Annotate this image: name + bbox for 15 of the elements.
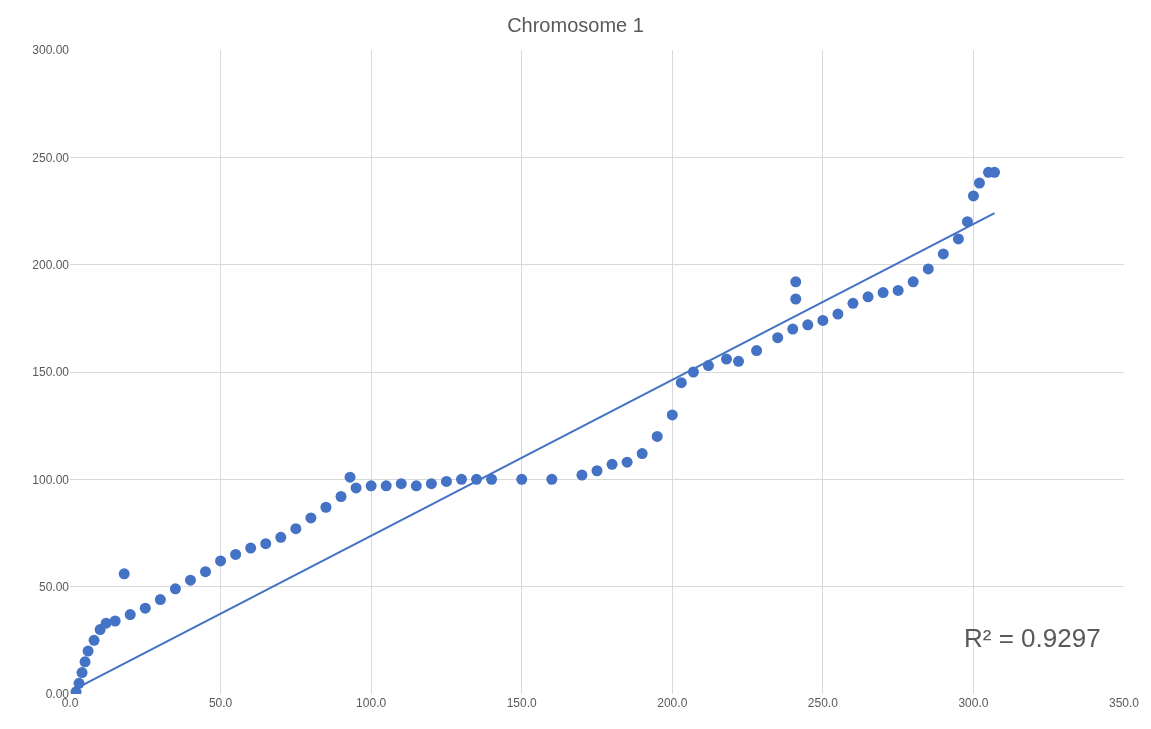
x-tick-label: 50.0 [208, 696, 233, 710]
y-tick-label: 100.00 [32, 472, 70, 487]
x-tick-label: 350.0 [1108, 696, 1140, 710]
annotation: R² = 0.9297 [964, 623, 1101, 653]
x-tick-label: 200.0 [657, 696, 688, 710]
y-tick-label: 50.00 [38, 579, 70, 594]
y-tick-label: 150.00 [32, 365, 70, 380]
x-tick-label: 150.0 [506, 696, 538, 710]
x-tick-label: 250.0 [807, 696, 839, 710]
x-tick-label: 300.0 [958, 696, 989, 710]
y-tick-label: 300.00 [32, 43, 70, 58]
y-tick-label: 200.00 [32, 257, 70, 272]
x-tick-label: 100.0 [356, 696, 387, 710]
chart-title: Chromosome 1 [507, 14, 644, 37]
y-tick-label: 250.00 [32, 150, 70, 165]
